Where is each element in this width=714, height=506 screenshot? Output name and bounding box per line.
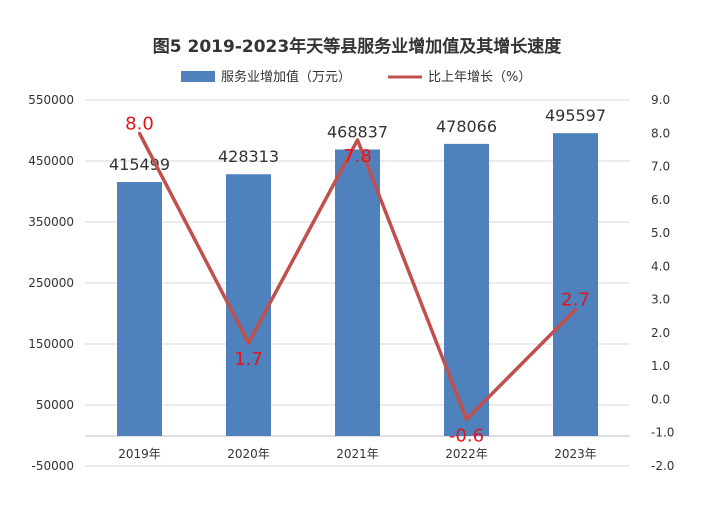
legend-label-line: 比上年增长（%） bbox=[428, 70, 531, 85]
legend: 服务业增加值（万元） 比上年增长（%） bbox=[181, 69, 531, 85]
y-right-tick-label: 7.0 bbox=[651, 160, 670, 174]
y-right-tick-label: -1.0 bbox=[651, 426, 674, 440]
bar bbox=[444, 143, 489, 436]
y-right-tick-label: 4.0 bbox=[651, 259, 670, 273]
bar bbox=[335, 149, 380, 436]
y-right-tick-label: 8.0 bbox=[651, 126, 670, 140]
y-left-tick-label: 350000 bbox=[28, 215, 74, 229]
x-tick-label: 2021年 bbox=[336, 447, 379, 461]
x-tick-label: 2022年 bbox=[445, 447, 488, 461]
legend-label-bar: 服务业增加值（万元） bbox=[221, 69, 351, 85]
growth-point bbox=[465, 417, 468, 421]
bar-value-label: 495597 bbox=[545, 106, 606, 125]
y-right-tick-label: 9.0 bbox=[651, 93, 670, 107]
y-left-tick-label: 150000 bbox=[28, 337, 74, 351]
x-tick-label: 2019年 bbox=[118, 447, 161, 461]
y-right-tick-label: 6.0 bbox=[651, 193, 670, 207]
bar bbox=[553, 133, 598, 436]
y-right-tick-label: -2.0 bbox=[651, 459, 674, 473]
y-left-tick-label: 50000 bbox=[36, 398, 74, 412]
bar-value-label: 478066 bbox=[436, 117, 497, 136]
growth-point bbox=[247, 341, 250, 345]
growth-value-label: 8.0 bbox=[125, 113, 154, 134]
growth-point bbox=[356, 138, 359, 142]
y-left-tick-label: 450000 bbox=[28, 154, 74, 168]
growth-value-label: 2.7 bbox=[561, 290, 590, 311]
bar bbox=[226, 174, 271, 436]
bar-value-label: 468837 bbox=[327, 123, 388, 142]
growth-value-label: -0.6 bbox=[449, 425, 484, 446]
y-left-tick-label: -50000 bbox=[31, 459, 74, 473]
growth-point bbox=[574, 308, 577, 312]
x-tick-label: 2020年 bbox=[227, 447, 270, 461]
y-right-tick-label: 3.0 bbox=[651, 293, 670, 307]
y-left-tick-label: 550000 bbox=[28, 93, 74, 107]
legend-swatch-bar bbox=[181, 71, 215, 82]
y-right-tick-label: 2.0 bbox=[651, 326, 670, 340]
x-tick-label: 2023年 bbox=[554, 447, 597, 461]
bar bbox=[117, 182, 162, 436]
growth-point bbox=[138, 131, 141, 135]
growth-value-label: 7.8 bbox=[343, 146, 372, 167]
y-left-tick-label: 250000 bbox=[28, 276, 74, 290]
chart-title: 图5 2019-2023年天等县服务业增加值及其增长速度 bbox=[153, 36, 562, 57]
y-right-tick-label: 1.0 bbox=[651, 359, 670, 373]
growth-value-label: 1.7 bbox=[234, 349, 263, 370]
y-right-tick-label: 0.0 bbox=[651, 392, 670, 406]
bar-value-label: 428313 bbox=[218, 147, 279, 166]
y-right-tick-label: 5.0 bbox=[651, 226, 670, 240]
plot-area: 550000 450000 350000 250000 150000 50000 -5000… bbox=[28, 93, 674, 473]
